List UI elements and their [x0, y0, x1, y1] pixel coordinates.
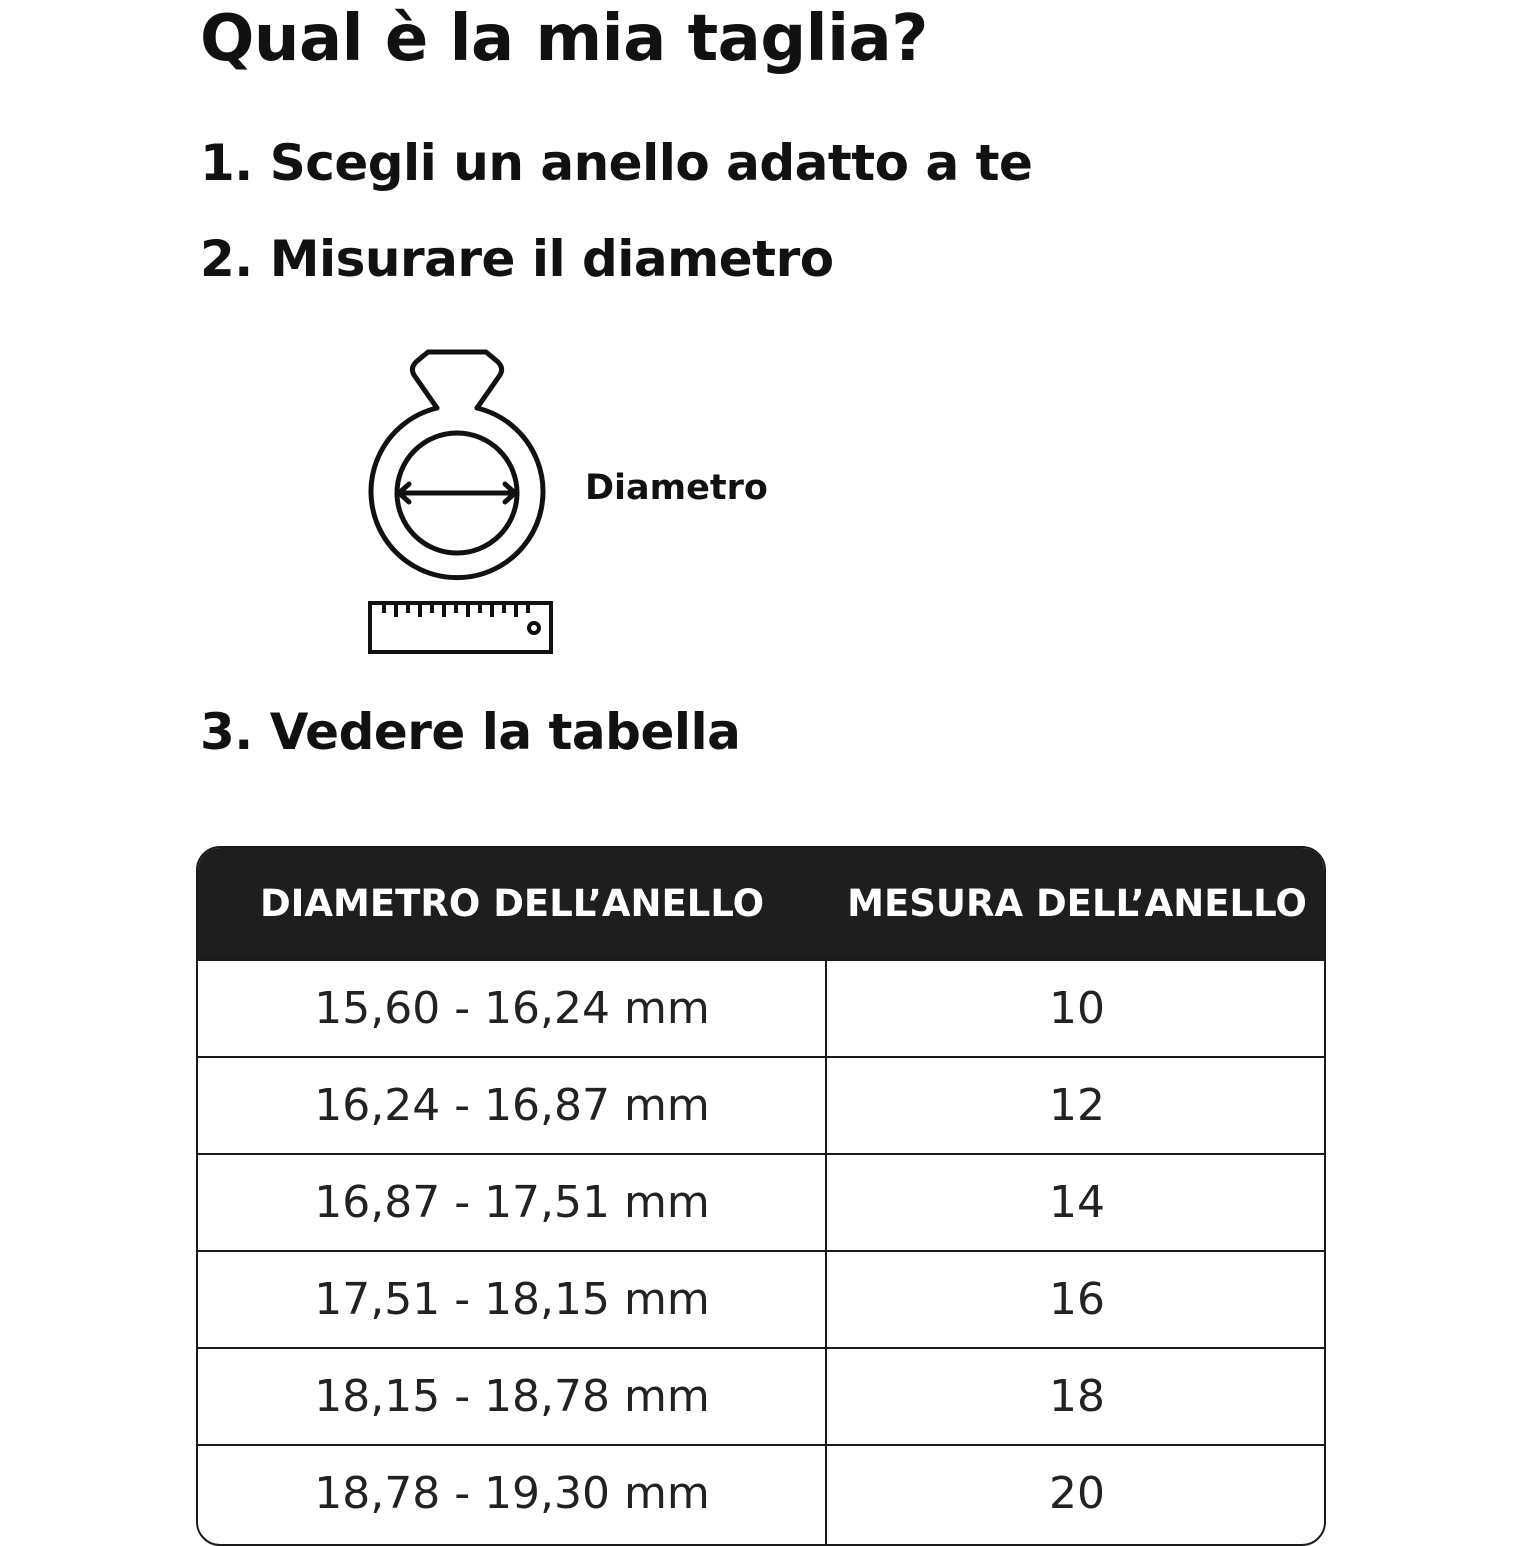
- diameter-cell: 18,78 - 19,30 mm: [314, 1468, 710, 1519]
- diameter-cell: 15,60 - 16,24 mm: [314, 983, 710, 1034]
- size-table: DIAMETRO DELL’ANELLO MESURA DELL’ANELLO …: [196, 846, 1326, 1546]
- ring-measure-diagram: [368, 349, 553, 654]
- diameter-cell: 18,15 - 18,78 mm: [314, 1371, 710, 1422]
- table-row: 17,51 - 18,15 mm 16: [198, 1250, 1324, 1347]
- page-title: Qual è la mia taglia?: [200, 2, 928, 76]
- column-divider: [825, 959, 827, 1544]
- step-1: 1. Scegli un anello adatto a te: [200, 134, 1033, 192]
- diameter-cell: 16,87 - 17,51 mm: [314, 1177, 710, 1228]
- table-header: DIAMETRO DELL’ANELLO MESURA DELL’ANELLO: [198, 848, 1324, 959]
- size-cell: 10: [1049, 983, 1105, 1034]
- step-2: 2. Misurare il diametro: [200, 230, 834, 288]
- diameter-cell: 17,51 - 18,15 mm: [314, 1274, 710, 1325]
- header-size: MESURA DELL’ANELLO: [847, 882, 1307, 925]
- size-cell: 20: [1049, 1468, 1105, 1519]
- table-row: 16,24 - 16,87 mm 12: [198, 1056, 1324, 1153]
- table-row: 15,60 - 16,24 mm 10: [198, 959, 1324, 1056]
- size-cell: 12: [1049, 1080, 1105, 1131]
- diameter-cell: 16,24 - 16,87 mm: [314, 1080, 710, 1131]
- header-diameter: DIAMETRO DELL’ANELLO: [259, 882, 765, 925]
- table-row: 18,15 - 18,78 mm 18: [198, 1347, 1324, 1444]
- diameter-label: Diametro: [585, 468, 768, 508]
- step-3: 3. Vedere la tabella: [200, 703, 741, 761]
- size-cell: 18: [1049, 1371, 1105, 1422]
- table-row: 16,87 - 17,51 mm 14: [198, 1153, 1324, 1250]
- table-row: 18,78 - 19,30 mm 20: [198, 1444, 1324, 1541]
- ruler-icon: [368, 601, 553, 654]
- size-cell: 16: [1049, 1274, 1105, 1325]
- ring-icon: [368, 349, 546, 581]
- size-cell: 14: [1049, 1177, 1105, 1228]
